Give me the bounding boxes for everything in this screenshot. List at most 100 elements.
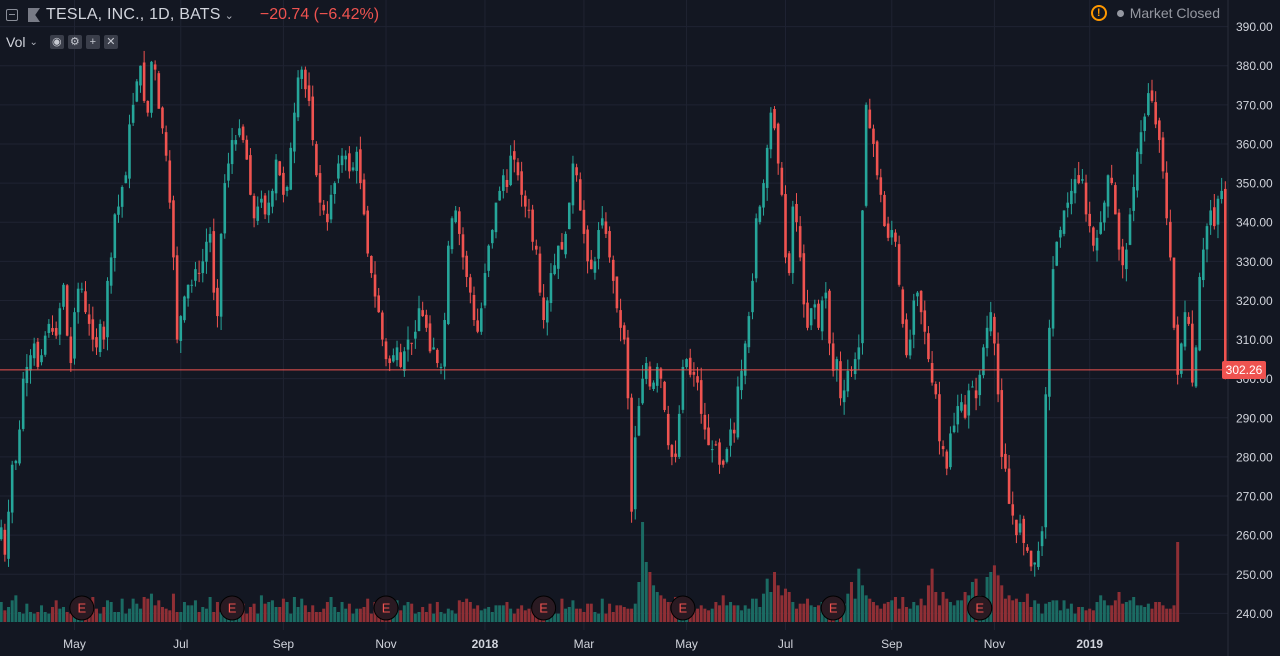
volume-bar (1018, 602, 1022, 622)
volume-bar (212, 612, 216, 622)
candle-body (787, 253, 791, 274)
volume-label[interactable]: Vol (6, 34, 26, 50)
volume-bar (182, 602, 186, 622)
earnings-marker[interactable]: E (670, 595, 696, 621)
candlesticks[interactable] (0, 50, 1227, 577)
candle-body (626, 337, 630, 399)
candle-body (725, 449, 729, 462)
volume-bar (457, 600, 461, 622)
candle-body (366, 210, 369, 254)
volume-bar (347, 603, 351, 622)
volume-bar (1143, 607, 1147, 622)
volume-bar (127, 608, 131, 622)
candle-body (1180, 343, 1183, 374)
candle-body (1121, 246, 1124, 266)
candle-body (1136, 151, 1139, 191)
warning-icon[interactable]: ! (1090, 5, 1107, 21)
time-tick-label: Mar (574, 637, 595, 651)
candle-body (703, 414, 707, 430)
volume-bar (43, 612, 47, 622)
price-axis[interactable]: 240.00250.00260.00270.00280.00290.00300.… (1236, 20, 1273, 621)
candle-body (469, 277, 472, 293)
earnings-marker[interactable]: E (820, 595, 846, 621)
volume-bar (498, 605, 502, 622)
candle-body (344, 155, 348, 160)
volume-bar (769, 592, 773, 622)
candle-body (403, 351, 406, 371)
volume-bar (142, 597, 146, 622)
candle-body (747, 316, 751, 348)
earnings-marker-label: E (539, 601, 548, 616)
volume-bar (604, 613, 608, 622)
candle-body (304, 69, 307, 90)
volume-bar (853, 598, 857, 622)
candle-body (439, 366, 443, 368)
market-status: ! Market Closed (1090, 5, 1220, 21)
candle-body (912, 300, 916, 335)
candle-body (337, 163, 340, 179)
volume-bar (696, 608, 700, 622)
settings-icon[interactable]: ⚙ (67, 35, 82, 49)
eye-icon[interactable]: ◉ (49, 35, 64, 49)
candle-body (1114, 185, 1117, 215)
volume-bar (718, 605, 722, 622)
collapse-icon[interactable] (6, 9, 18, 21)
candle-body (1092, 227, 1095, 246)
candle-body (982, 347, 985, 376)
candle-body (927, 333, 930, 360)
candle-body (681, 366, 685, 410)
candle-body (65, 285, 69, 336)
candle-body (809, 308, 813, 326)
earnings-marker[interactable]: E (967, 595, 993, 621)
volume-legend: Vol ⌄ ◉ ⚙ + ✕ (6, 34, 118, 50)
earnings-marker[interactable]: E (69, 595, 95, 621)
volume-bar (1014, 598, 1018, 622)
candle-body (1143, 116, 1146, 131)
volume-bar (882, 603, 886, 622)
market-status-label: Market Closed (1129, 5, 1220, 21)
candle-body (260, 198, 263, 203)
volume-bar (989, 572, 993, 622)
chevron-down-icon[interactable]: ⌄ (29, 36, 38, 48)
candle-body (1004, 453, 1007, 469)
volume-bar (215, 602, 219, 622)
plus-icon[interactable]: + (85, 35, 100, 49)
earnings-marker[interactable]: E (373, 595, 399, 621)
candle-body (480, 308, 483, 332)
time-axis[interactable]: May Jul Sep Nov 2018 Mar May Jul Sep Nov 2019 (63, 637, 1103, 651)
volume-bar (201, 607, 205, 622)
volume-bar (556, 613, 560, 622)
volume-bar (487, 607, 491, 622)
candle-body (7, 511, 10, 559)
candle-body (1070, 190, 1073, 205)
time-tick-label: May (675, 637, 698, 651)
flag-icon[interactable] (28, 8, 40, 22)
earnings-marker-circle (820, 595, 846, 621)
volume-bar (281, 598, 285, 622)
volume-bar (51, 607, 55, 622)
volume-bar (729, 602, 733, 622)
volume-bar (1113, 600, 1117, 622)
volume-bar (644, 562, 648, 622)
chevron-down-icon[interactable]: ⌄ (224, 9, 234, 22)
close-icon[interactable]: ✕ (103, 35, 118, 49)
volume-bar (523, 610, 527, 622)
candle-body (1055, 241, 1059, 266)
volume-bar (1073, 613, 1077, 622)
candle-body (824, 292, 828, 299)
earnings-marker[interactable]: E (219, 595, 245, 621)
volume-bar (501, 605, 505, 622)
volume-bar (663, 598, 667, 622)
earnings-marker[interactable]: E (531, 595, 557, 621)
candle-body (168, 160, 172, 203)
candle-body (1022, 518, 1026, 543)
candle-body (1033, 562, 1037, 565)
candle-body (652, 382, 655, 390)
candle-body (692, 371, 696, 375)
volume-bar (1011, 600, 1015, 622)
candle-body (164, 132, 168, 156)
candle-body (758, 206, 762, 222)
symbol-title[interactable]: TESLA, INC., 1D, BATS (46, 6, 221, 23)
